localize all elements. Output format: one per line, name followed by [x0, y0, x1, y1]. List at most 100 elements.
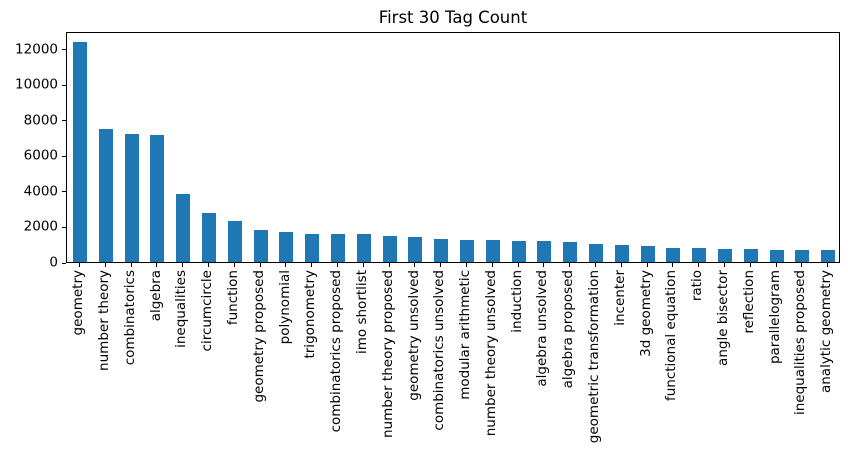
x-label-cell: number theory — [92, 270, 118, 458]
x-label-cell: circumcircle — [195, 270, 221, 458]
x-tick-mark — [414, 263, 416, 267]
bar — [485, 240, 500, 262]
x-tick-label: geometry unsolved — [405, 270, 422, 401]
x-tick-label: functional equation — [663, 270, 680, 402]
bar — [640, 246, 655, 262]
y-tick-mark — [62, 155, 66, 157]
bar — [305, 233, 320, 262]
x-tick-label: combinatorics unsolved — [431, 270, 448, 431]
x-tick-mark — [440, 263, 442, 267]
x-tick-label: reflection — [740, 270, 757, 334]
x-tick-mark — [672, 263, 674, 267]
bar — [614, 244, 629, 262]
x-label-cell: induction — [505, 270, 531, 458]
x-tick-label: combinatorics — [121, 270, 138, 366]
y-tick-mark — [62, 226, 66, 228]
y-tick-label: 6000 — [23, 147, 58, 164]
bar — [330, 234, 345, 262]
bar — [717, 249, 732, 262]
x-tick-label: trigonometry — [302, 270, 319, 359]
x-label-cell: analytic geometry — [814, 270, 840, 458]
x-label-cell: incenter — [608, 270, 634, 458]
x-label-cell: geometry proposed — [247, 270, 273, 458]
bar — [563, 241, 578, 262]
x-label-cell: combinatorics unsolved — [427, 270, 453, 458]
y-tick-label: 10000 — [15, 76, 58, 93]
x-label-cell: angle bisector — [711, 270, 737, 458]
x-tick-mark — [130, 263, 132, 267]
x-tick-label: incenter — [611, 270, 628, 326]
x-tick-label: algebra — [147, 270, 164, 322]
x-tick-mark — [336, 263, 338, 267]
y-tick-label: 8000 — [23, 112, 58, 129]
x-label-cell: inequalities — [169, 270, 195, 458]
x-label-cell: geometric transformation — [582, 270, 608, 458]
x-tick-mark — [388, 263, 390, 267]
x-label-cell: polynomial — [272, 270, 298, 458]
x-label-cell: algebra unsolved — [530, 270, 556, 458]
x-label-cell: inequalities proposed — [788, 270, 814, 458]
bar — [253, 230, 268, 262]
x-tick-mark — [646, 263, 648, 267]
x-label-cell: ratio — [685, 270, 711, 458]
x-tick-label: number theory — [95, 270, 112, 371]
x-label-cell: number theory proposed — [376, 270, 402, 458]
bar — [459, 239, 474, 262]
x-tick-mark — [156, 263, 158, 267]
bar — [356, 234, 371, 262]
x-tick-label: algebra unsolved — [534, 270, 551, 387]
x-tick-mark — [311, 263, 313, 267]
x-tick-label: angle bisector — [715, 270, 732, 366]
plot-area — [66, 32, 840, 263]
x-tick-label: geometry — [70, 270, 87, 336]
x-tick-mark — [362, 263, 364, 267]
x-tick-label: imo shortlist — [353, 270, 370, 354]
bar — [743, 249, 758, 262]
x-tick-mark — [78, 263, 80, 267]
bar — [150, 135, 165, 262]
x-tick-mark — [259, 263, 261, 267]
bar — [279, 231, 294, 262]
x-tick-mark — [517, 263, 519, 267]
x-label-cell: geometry — [66, 270, 92, 458]
x-tick-label: number theory unsolved — [482, 270, 499, 437]
x-tick-mark — [465, 263, 467, 267]
x-label-cell: modular arithmetic — [453, 270, 479, 458]
x-tick-label: analytic geometry — [818, 270, 835, 394]
x-label-cell: function — [221, 270, 247, 458]
bar — [382, 236, 397, 262]
y-tick-label: 12000 — [15, 41, 58, 58]
bar — [769, 249, 784, 262]
y-tick-mark — [62, 120, 66, 122]
x-label-cell: number theory unsolved — [479, 270, 505, 458]
x-label-cell: combinatorics — [118, 270, 144, 458]
bar — [72, 41, 87, 262]
bar — [98, 129, 113, 262]
chart-title: First 30 Tag Count — [378, 8, 528, 27]
x-axis-labels: geometry number theory combinatorics algebr… — [66, 270, 840, 458]
bar — [201, 213, 216, 262]
y-tick-mark — [62, 191, 66, 193]
x-tick-mark — [491, 263, 493, 267]
x-tick-label: geometric transformation — [586, 270, 603, 444]
x-label-cell: algebra — [143, 270, 169, 458]
bar — [692, 248, 707, 262]
x-tick-label: 3d geometry — [637, 270, 654, 357]
x-label-cell: parallelogram — [763, 270, 789, 458]
x-label-cell: trigonometry — [298, 270, 324, 458]
x-tick-mark — [698, 263, 700, 267]
x-tick-label: polynomial — [276, 270, 293, 345]
x-tick-mark — [775, 263, 777, 267]
y-tick-label: 0 — [49, 254, 58, 271]
x-tick-label: algebra proposed — [560, 270, 577, 389]
x-tick-mark — [233, 263, 235, 267]
x-tick-mark — [543, 263, 545, 267]
x-tick-mark — [594, 263, 596, 267]
bar — [434, 238, 449, 262]
x-tick-mark — [104, 263, 106, 267]
x-tick-label: modular arithmetic — [457, 270, 474, 400]
x-tick-label: inequalities proposed — [792, 270, 809, 416]
x-label-cell: reflection — [737, 270, 763, 458]
bar — [666, 247, 681, 262]
